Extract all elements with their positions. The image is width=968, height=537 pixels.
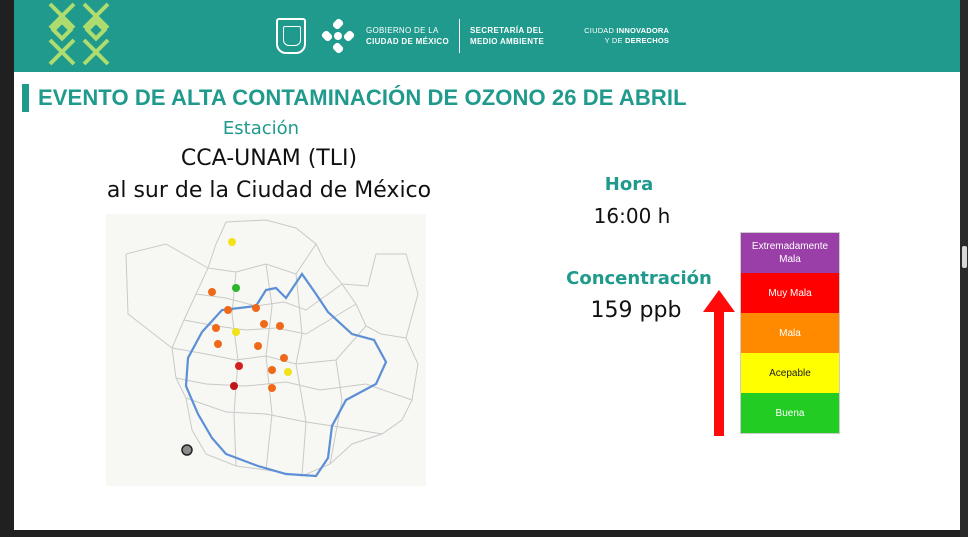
scale-level: Acepable [741, 353, 839, 393]
station-label: Estación [222, 118, 300, 139]
government-logos: GOBIERNO DE LA CIUDAD DE MÉXICO SECRETAR… [276, 14, 669, 58]
sec-line-2: MEDIO AMBIENTE [470, 37, 545, 46]
map-background [106, 214, 426, 486]
up-arrow-icon [703, 290, 735, 436]
station-marker [214, 340, 222, 348]
air-quality-scale: Extremadamente Mala Muy Mala Mala Acepable B… [740, 232, 840, 434]
slide-title: EVENTO DE ALTA CONTAMINACIÓN DE OZONO 26… [38, 85, 687, 110]
station-marker [268, 384, 276, 392]
city-limit-line [184, 272, 388, 478]
cdmx-shield-icon [276, 18, 306, 54]
mexico-city-map [106, 214, 426, 486]
station-marker [232, 328, 240, 336]
station-marker [254, 342, 262, 350]
decorative-pattern-icon [48, 2, 110, 66]
hour-label: Hora [604, 174, 654, 195]
title-accent-bar [22, 84, 29, 112]
station-marker [280, 354, 288, 362]
station-marker [232, 284, 240, 292]
city-slogan: CIUDAD INNOVADORA Y DE DERECHOS [584, 26, 669, 46]
slogan-part-4: DERECHOS [625, 36, 670, 45]
slogan-part-1: CIUDAD [584, 26, 617, 35]
station-marker [228, 238, 236, 246]
station-marker [212, 324, 220, 332]
station-marker [252, 304, 260, 312]
scale-level: Extremadamente Mala [741, 233, 839, 273]
government-name: GOBIERNO DE LA CIUDAD DE MÉXICO [366, 25, 449, 47]
station-name: CCA-UNAM (TLI) [180, 146, 358, 171]
station-marker [224, 306, 232, 314]
secretaria-name: SECRETARÍA DEL MEDIO AMBIENTE [470, 25, 544, 47]
station-location: al sur de la Ciudad de México [106, 178, 432, 203]
sec-line-1: SECRETARÍA DEL [470, 26, 544, 35]
borough-borders [125, 219, 419, 477]
gov-line-1: GOBIERNO DE LA [366, 26, 439, 35]
gov-line-2: CIUDAD DE MÉXICO [366, 37, 450, 46]
header-divider [459, 19, 461, 53]
concentration-value: 159 ppb [590, 298, 682, 323]
station-markers [208, 238, 292, 392]
hour-value: 16:00 h [593, 204, 671, 228]
header-band: GOBIERNO DE LA CIUDAD DE MÉXICO SECRETAR… [14, 0, 960, 72]
tli-station-marker [181, 444, 193, 456]
station-marker [284, 368, 292, 376]
cdmx-x-logo-icon [321, 18, 355, 54]
station-marker [276, 322, 284, 330]
station-marker [260, 320, 268, 328]
scale-level: Buena [741, 393, 839, 433]
station-marker [230, 382, 238, 390]
station-marker [268, 366, 276, 374]
scale-level: Muy Mala [741, 273, 839, 313]
slogan-part-3: Y DE [604, 36, 626, 45]
scale-level: Mala [741, 313, 839, 353]
station-marker [235, 362, 243, 370]
concentration-label: Concentración [566, 268, 712, 289]
side-tab-handle[interactable] [962, 246, 967, 268]
station-marker [208, 288, 216, 296]
slogan-part-2: INNOVADORA [616, 26, 670, 35]
presentation-slide: GOBIERNO DE LA CIUDAD DE MÉXICO SECRETAR… [14, 0, 960, 530]
window-edge [960, 0, 968, 537]
